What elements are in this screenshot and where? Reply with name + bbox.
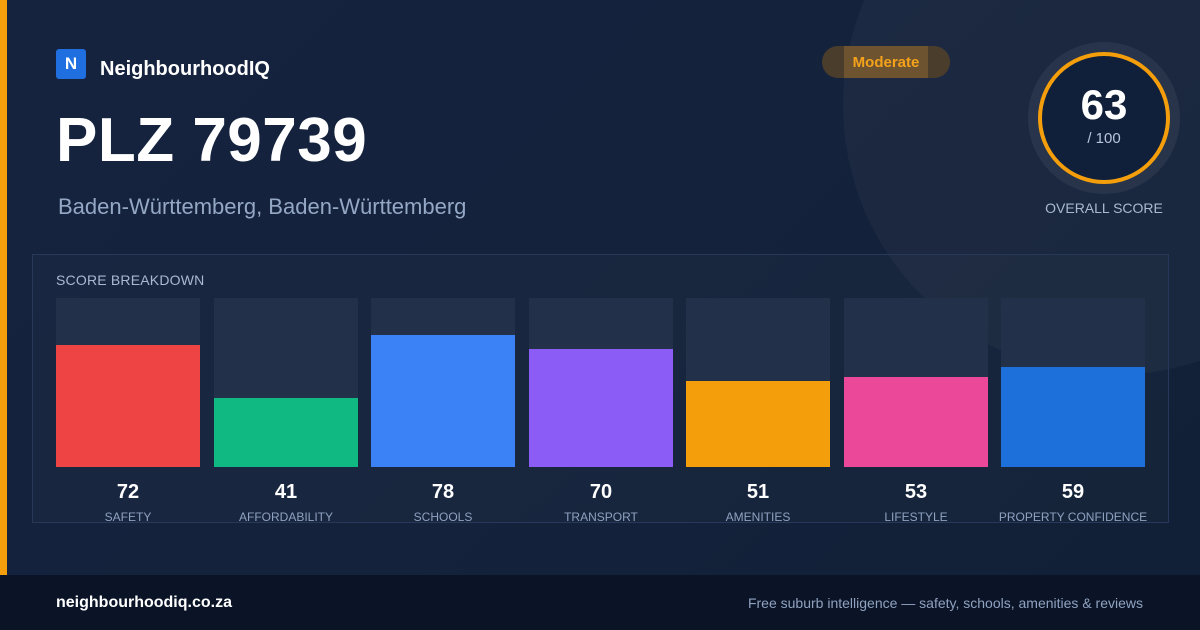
score-bar-track (686, 298, 830, 467)
score-bar-value: 78 (431, 481, 455, 503)
score-bar-fill (1001, 367, 1145, 467)
overall-score-max: / 100 (1087, 129, 1121, 147)
overall-score-label: OVERALL SCORE (1045, 200, 1163, 216)
brand[interactable]: N NeighbourhoodIQ (56, 46, 270, 81)
overall-score-circle: 63 / 100 (1038, 52, 1170, 184)
score-bar-value: 59 (1061, 481, 1085, 503)
score-bar-label: TRANSPORT (564, 510, 638, 524)
score-breakdown-title: SCORE BREAKDOWN (56, 272, 205, 288)
score-bar-label: AMENITIES (725, 510, 791, 524)
score-bar-track (1001, 298, 1145, 467)
score-bar-value: 53 (904, 481, 928, 503)
score-bar-fill (529, 349, 673, 467)
score-bar-safety: 72 SAFETY (56, 298, 200, 524)
score-bar-value: 51 (746, 481, 770, 503)
score-bar-value: 70 (589, 481, 613, 503)
score-breakdown-panel: SCORE BREAKDOWN 72 SAFETY 41 AFFORDABILITY 7… (32, 254, 1169, 524)
score-bar-track (56, 298, 200, 467)
rating-badge: Moderate (822, 46, 950, 78)
page-title: PLZ 79739 (56, 106, 368, 175)
score-bar-track (529, 298, 673, 467)
score-bar-label: SCHOOLS (413, 510, 473, 524)
score-bar-track (371, 298, 515, 467)
footer: neighbourhoodiq.co.za Free suburb intell… (0, 575, 1200, 630)
score-bar-track (844, 298, 988, 467)
score-bar-property-confidence: 59 PROPERTY CONFIDENCE (999, 298, 1147, 524)
rating-badge-label: Moderate (844, 46, 928, 78)
brand-logo-icon: N (56, 48, 86, 79)
overall-score-value: 63 (1080, 80, 1128, 128)
score-bar-fill (56, 345, 200, 467)
score-bar-affordability: 41 AFFORDABILITY (214, 298, 358, 524)
score-bar-label: SAFETY (104, 510, 152, 524)
accent-stripe (0, 0, 7, 575)
score-bar-label: PROPERTY CONFIDENCE (998, 510, 1148, 524)
score-bar-transport: 70 TRANSPORT (529, 298, 673, 524)
score-bar-value: 41 (274, 481, 298, 503)
score-bar-fill (686, 381, 830, 467)
location-subtitle: Baden-Württemberg, Baden-Württemberg (58, 194, 467, 219)
score-bar-label: LIFESTYLE (884, 510, 948, 524)
score-bar-lifestyle: 53 LIFESTYLE (844, 298, 988, 524)
score-bar-track (214, 298, 358, 467)
brand-name: NeighbourhoodIQ (100, 58, 270, 80)
score-bar-fill (844, 377, 988, 467)
score-bar-schools: 78 SCHOOLS (371, 298, 515, 524)
score-bar-amenities: 51 AMENITIES (686, 298, 830, 524)
footer-url-link[interactable]: neighbourhoodiq.co.za (56, 594, 232, 611)
score-bar-fill (214, 398, 358, 467)
score-bar-label: AFFORDABILITY (238, 510, 333, 524)
score-bar-fill (371, 335, 515, 467)
footer-tagline: Free suburb intelligence — safety, schoo… (747, 595, 1143, 611)
score-bar-value: 72 (116, 481, 140, 503)
overall-score-ring: 63 / 100 (1028, 42, 1180, 194)
